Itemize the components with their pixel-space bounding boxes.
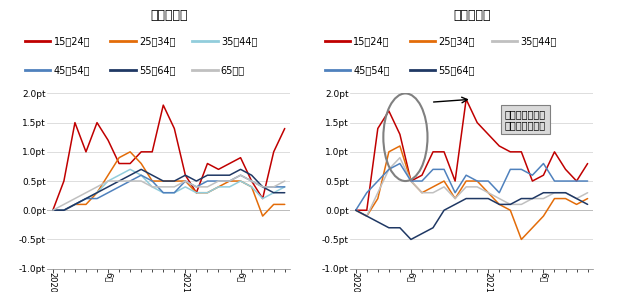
Text: シングルマザー
の打撃が大きい: シングルマザー の打撃が大きい (505, 109, 546, 131)
Text: 15～24歳: 15～24歳 (353, 36, 390, 46)
Text: 6月: 6月 (103, 272, 112, 282)
Text: 45～54歳: 45～54歳 (353, 65, 390, 75)
Text: 6月: 6月 (236, 272, 245, 282)
Text: 25～34歳: 25～34歳 (439, 36, 475, 46)
Text: 2020年1月: 2020年1月 (351, 272, 360, 292)
Text: 65歳～: 65歳～ (221, 65, 245, 75)
Text: 6月: 6月 (406, 272, 415, 282)
Text: 2021年1月: 2021年1月 (181, 272, 190, 292)
Text: 》女　性《: 》女 性《 (453, 9, 491, 22)
Text: 55～64歳: 55～64歳 (139, 65, 175, 75)
Text: 35～44歳: 35～44歳 (521, 36, 557, 46)
Text: 》男　性《: 》男 性《 (150, 9, 188, 22)
Text: 55～64歳: 55～64歳 (439, 65, 475, 75)
Text: 15～24歳: 15～24歳 (54, 36, 90, 46)
Text: 2021年1月: 2021年1月 (484, 272, 493, 292)
Text: 2020年1月: 2020年1月 (49, 272, 57, 292)
Text: 6月: 6月 (539, 272, 548, 282)
Text: 45～54歳: 45～54歳 (54, 65, 90, 75)
Text: 25～34歳: 25～34歳 (139, 36, 175, 46)
Text: 35～44歳: 35～44歳 (221, 36, 257, 46)
